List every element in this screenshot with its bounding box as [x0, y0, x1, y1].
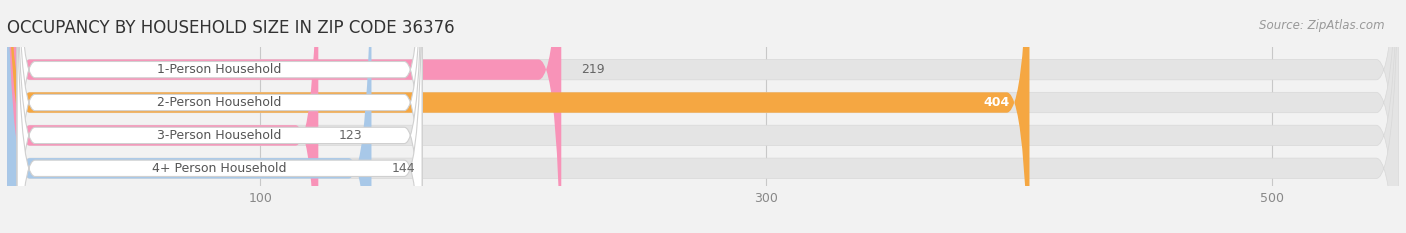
FancyBboxPatch shape [7, 0, 1399, 233]
FancyBboxPatch shape [7, 0, 1399, 233]
FancyBboxPatch shape [7, 0, 561, 233]
FancyBboxPatch shape [7, 0, 1029, 233]
FancyBboxPatch shape [17, 0, 422, 233]
FancyBboxPatch shape [7, 0, 1399, 233]
FancyBboxPatch shape [17, 0, 422, 233]
Text: 1-Person Household: 1-Person Household [157, 63, 281, 76]
Text: 144: 144 [392, 162, 415, 175]
Text: 123: 123 [339, 129, 363, 142]
Text: 2-Person Household: 2-Person Household [157, 96, 281, 109]
Text: OCCUPANCY BY HOUSEHOLD SIZE IN ZIP CODE 36376: OCCUPANCY BY HOUSEHOLD SIZE IN ZIP CODE … [7, 19, 454, 37]
Text: 219: 219 [582, 63, 605, 76]
Text: Source: ZipAtlas.com: Source: ZipAtlas.com [1260, 19, 1385, 32]
FancyBboxPatch shape [17, 0, 422, 233]
Text: 3-Person Household: 3-Person Household [157, 129, 281, 142]
FancyBboxPatch shape [7, 0, 318, 233]
FancyBboxPatch shape [17, 0, 422, 233]
FancyBboxPatch shape [7, 0, 371, 233]
FancyBboxPatch shape [7, 0, 1399, 233]
Text: 4+ Person Household: 4+ Person Household [152, 162, 287, 175]
Text: 404: 404 [983, 96, 1010, 109]
